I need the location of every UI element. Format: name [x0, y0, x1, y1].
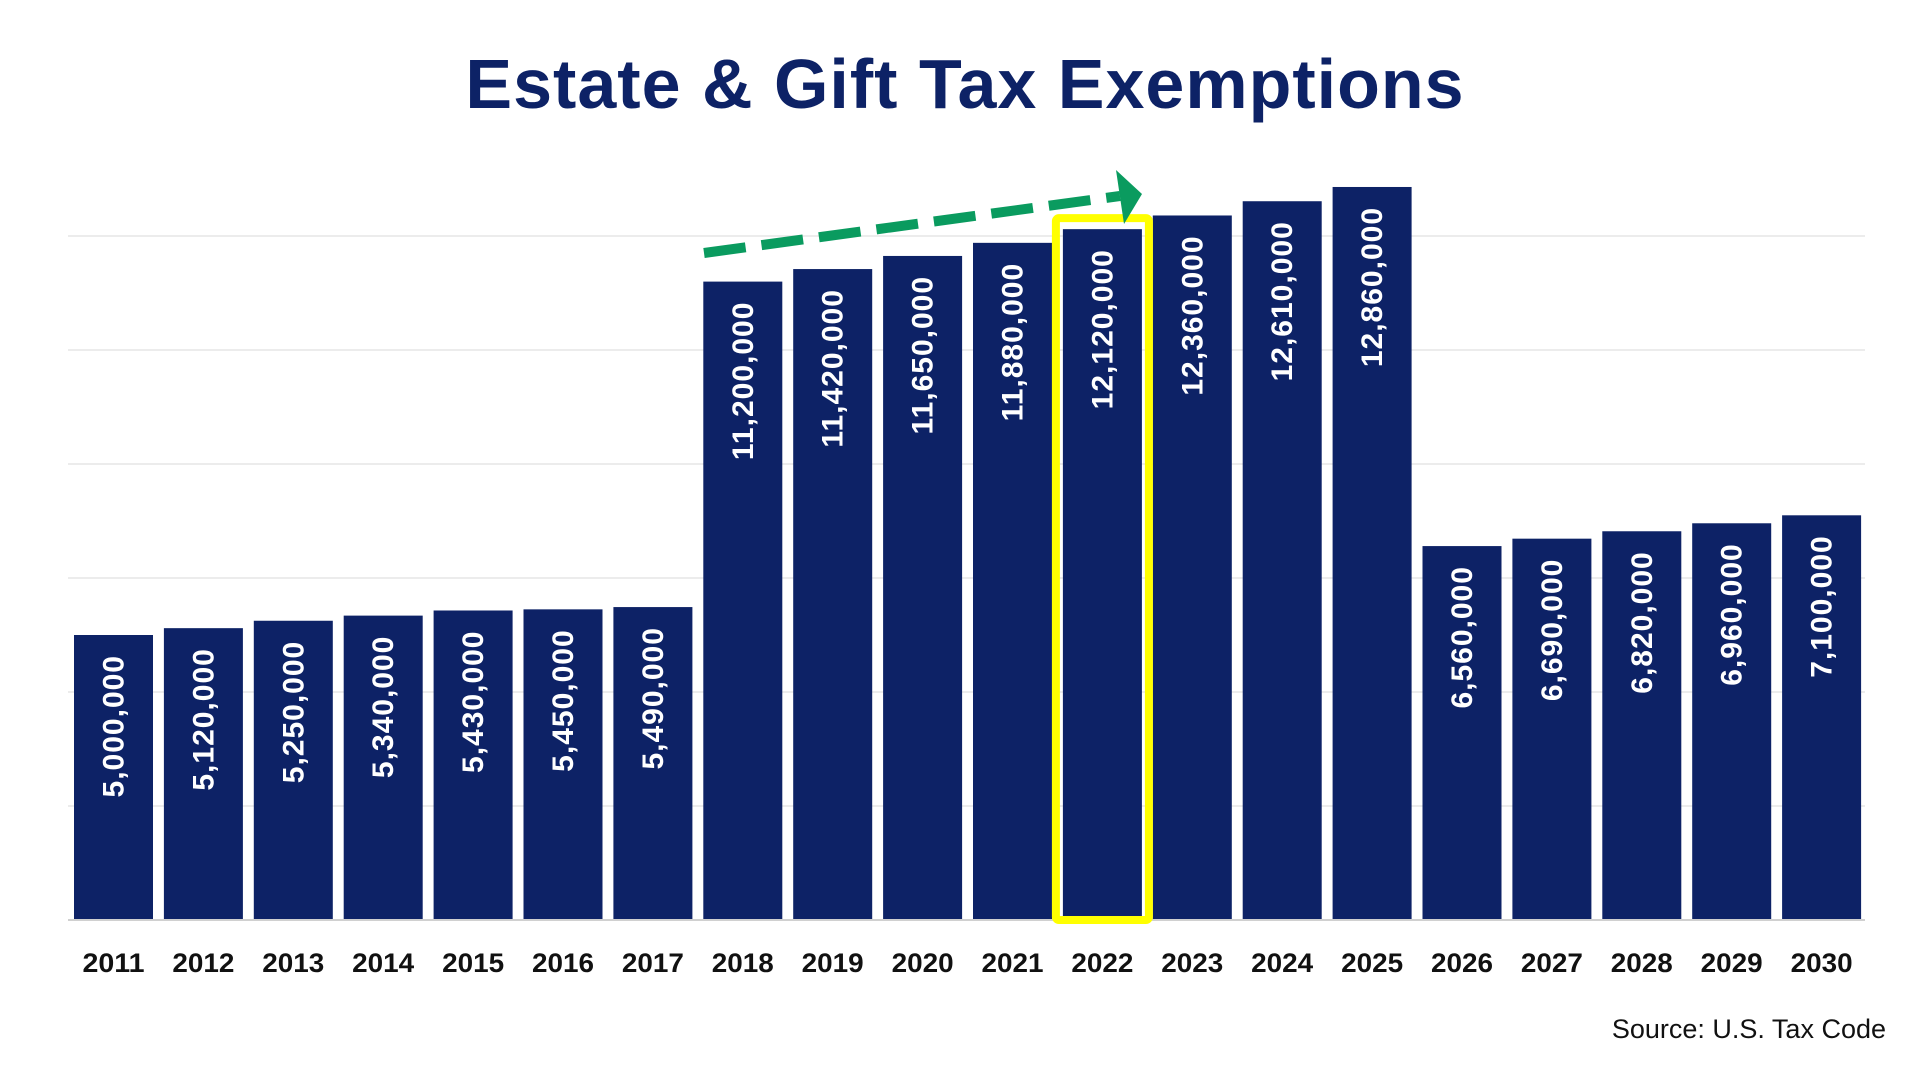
- x-tick-label: 2012: [172, 948, 234, 978]
- bar-2020: [883, 255, 963, 920]
- data-label-2029: 6,960,000: [1716, 543, 1749, 685]
- x-tick-label: 2030: [1791, 948, 1853, 978]
- x-tick-label: 2018: [712, 948, 774, 978]
- bar-2030: [1782, 515, 1862, 920]
- data-label-2023: 12,360,000: [1176, 235, 1209, 395]
- data-label-2019: 11,420,000: [817, 289, 850, 448]
- bar-2026: [1422, 546, 1502, 920]
- data-label-2027: 6,690,000: [1536, 559, 1569, 701]
- bar-2018: [703, 281, 783, 921]
- x-tick-label: 2025: [1341, 948, 1403, 978]
- data-label-2028: 6,820,000: [1626, 551, 1659, 693]
- bar-2021: [973, 242, 1052, 921]
- bar-2024: [1242, 201, 1322, 921]
- data-label-2025: 12,860,000: [1356, 207, 1389, 367]
- data-label-2015: 5,430,000: [457, 630, 490, 772]
- data-label-2017: 5,490,000: [637, 627, 670, 769]
- x-tick-label: 2020: [892, 948, 954, 978]
- x-tick-label: 2024: [1251, 948, 1313, 978]
- x-tick-label: 2011: [83, 948, 145, 978]
- bar-2027: [1512, 538, 1592, 920]
- bar-2028: [1602, 531, 1682, 920]
- data-label-2021: 11,880,000: [997, 263, 1030, 422]
- data-label-2020: 11,650,000: [907, 276, 940, 435]
- x-tick-label: 2013: [262, 948, 324, 978]
- x-tick-label: 2026: [1431, 948, 1493, 978]
- data-label-2011: 5,000,000: [98, 655, 131, 797]
- x-tick-label: 2014: [352, 948, 414, 978]
- bar-2017: [613, 607, 693, 920]
- data-label-2030: 7,100,000: [1806, 535, 1839, 677]
- data-label-2014: 5,340,000: [367, 636, 400, 778]
- bar-2011: [74, 635, 153, 920]
- x-tick-label: 2022: [1071, 948, 1133, 978]
- x-tick-label: 2021: [982, 948, 1044, 978]
- x-tick-label: 2015: [442, 948, 504, 978]
- x-tick-label: 2023: [1161, 948, 1223, 978]
- bar-2023: [1152, 215, 1232, 921]
- x-tick-label: 2017: [622, 948, 684, 978]
- x-tick-label: 2019: [802, 948, 864, 978]
- bar-2014: [343, 615, 423, 920]
- data-label-2013: 5,250,000: [277, 641, 310, 783]
- data-label-2012: 5,120,000: [187, 648, 220, 790]
- bar-2016: [523, 609, 603, 920]
- x-tick-label: 2029: [1701, 948, 1763, 978]
- bar-2022: [1062, 229, 1142, 920]
- bar-2015: [433, 610, 513, 920]
- trend-arrow-shaft: [703, 191, 1121, 258]
- bar-2025: [1332, 186, 1412, 921]
- data-label-2022: 12,120,000: [1086, 249, 1119, 409]
- trend-arrow-head: [1116, 170, 1142, 224]
- chart-title: Estate & Gift Tax Exemptions: [465, 45, 1465, 123]
- data-label-2026: 6,560,000: [1446, 566, 1479, 708]
- data-label-2016: 5,450,000: [547, 629, 580, 771]
- data-label-2024: 12,610,000: [1266, 221, 1299, 381]
- data-label-2018: 11,200,000: [727, 302, 760, 461]
- bar-2029: [1692, 523, 1772, 920]
- source-note: Source: U.S. Tax Code: [1611, 1014, 1886, 1044]
- x-tick-label: 2016: [532, 948, 594, 978]
- x-tick-label: 2028: [1611, 948, 1673, 978]
- bar-2012: [163, 628, 243, 920]
- bar-2013: [253, 620, 333, 920]
- bar-2019: [793, 269, 873, 920]
- x-tick-label: 2027: [1521, 948, 1583, 978]
- highlight-box: [1051, 214, 1153, 925]
